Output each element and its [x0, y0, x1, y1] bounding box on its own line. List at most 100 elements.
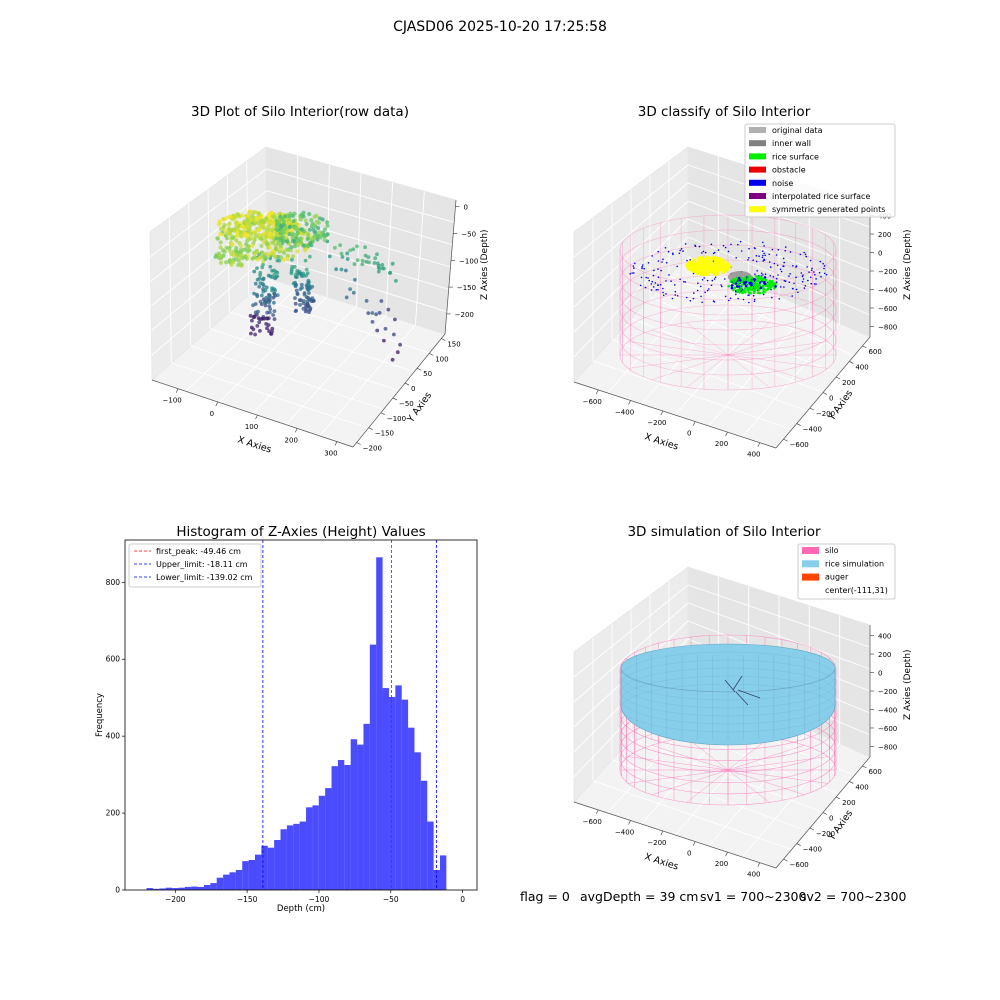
- data-point: [260, 250, 265, 255]
- data-point: [306, 280, 311, 285]
- z-tick-label: 200: [878, 651, 891, 659]
- silo-floor-spoke: [651, 769, 729, 795]
- y-tick-mark: [822, 392, 828, 395]
- noise-point: [672, 253, 674, 256]
- noise-point: [661, 261, 663, 263]
- silo-floor-spoke: [651, 330, 729, 356]
- silo-floor-spoke: [727, 330, 805, 356]
- data-point: [235, 253, 240, 258]
- noise-point: [795, 288, 798, 291]
- data-point: [285, 256, 290, 261]
- noise-point: [701, 252, 703, 254]
- histogram-bar: [159, 888, 166, 890]
- noise-point: [825, 273, 828, 276]
- figure-suptitle: CJASD06 2025-10-20 17:25:58: [393, 19, 607, 35]
- z-tick-label: −200: [878, 688, 897, 696]
- data-point: [245, 249, 250, 254]
- data-point: [313, 230, 318, 235]
- status-flag: flag = 0: [520, 889, 570, 904]
- histogram-bar: [325, 788, 332, 890]
- noise-point: [792, 288, 794, 290]
- histogram-bar: [235, 870, 243, 890]
- z-tick-label: −600: [878, 725, 897, 733]
- noise-point: [631, 272, 633, 274]
- status-sv2: sv2 = 700~2300: [800, 889, 907, 904]
- noise-point: [657, 268, 659, 270]
- data-point: [213, 254, 218, 259]
- noise-point: [648, 279, 650, 282]
- noise-point: [639, 284, 642, 287]
- data-point: [275, 225, 280, 230]
- noise-point: [797, 291, 799, 294]
- noise-point: [641, 264, 644, 266]
- z-tick-label: 0: [463, 204, 467, 212]
- noise-point: [748, 301, 750, 304]
- data-point: [345, 251, 350, 256]
- noise-point: [788, 281, 791, 284]
- y-tick-mark: [356, 442, 361, 445]
- data-point: [388, 271, 392, 275]
- data-point: [227, 221, 232, 226]
- histogram-bar: [248, 860, 255, 890]
- noise-point: [803, 287, 806, 289]
- noise-point: [662, 294, 665, 297]
- data-point: [268, 298, 272, 303]
- y-tick-label: 200: [842, 379, 855, 387]
- data-point: [222, 222, 227, 228]
- noise-point: [773, 262, 776, 265]
- noise-point: [657, 288, 659, 291]
- data-point: [234, 246, 239, 251]
- noise-point: [706, 289, 709, 292]
- noise-point: [645, 276, 647, 279]
- histogram-bar: [401, 699, 409, 890]
- noise-point: [657, 250, 659, 253]
- data-point: [264, 234, 269, 239]
- data-point: [289, 267, 294, 272]
- data-point: [272, 273, 276, 277]
- data-point: [315, 237, 320, 242]
- data-point: [289, 271, 294, 276]
- x-tick-mark: [294, 428, 298, 433]
- silo-floor-spoke: [727, 341, 828, 356]
- data-point: [245, 238, 250, 244]
- symmetric-point: [703, 270, 707, 274]
- data-point: [281, 250, 287, 255]
- classify-x-label: X Axies: [643, 431, 680, 452]
- data-point: [255, 220, 260, 226]
- silo-floor-spoke: [727, 769, 805, 795]
- histogram-axes-frame: [124, 539, 478, 891]
- noise-point: [795, 266, 797, 268]
- z-tick-label: 0: [878, 670, 882, 678]
- rice-mesh-ring: [620, 667, 836, 717]
- rice-surface-point: [736, 289, 739, 292]
- rice-surface-point: [743, 277, 747, 281]
- silo-ring: [619, 214, 837, 286]
- noise-point: [724, 295, 727, 298]
- x-tick-label: 0: [210, 410, 214, 418]
- x-tick-mark: [660, 830, 664, 836]
- noise-point: [823, 267, 825, 270]
- data-point: [244, 213, 249, 218]
- noise-point: [713, 278, 716, 280]
- noise-point: [665, 293, 667, 295]
- noise-point: [764, 254, 766, 257]
- data-point: [305, 271, 310, 276]
- symmetric-point: [691, 258, 696, 262]
- x-tick-label: −200: [647, 419, 666, 427]
- y-tick-label: 400: [855, 363, 868, 371]
- x-tick-mark: [255, 415, 258, 420]
- data-point: [272, 309, 277, 313]
- silo-floor-spoke: [727, 354, 805, 380]
- data-point: [307, 291, 311, 295]
- noise-point: [701, 301, 703, 304]
- data-point: [352, 262, 357, 266]
- legend-label: interpolated rice surface: [772, 192, 870, 201]
- data-point: [290, 232, 295, 237]
- z-tick-label: −150: [457, 284, 476, 292]
- data-point: [393, 317, 397, 322]
- data-point: [261, 282, 265, 286]
- noise-point: [682, 250, 684, 252]
- rice-surface-point: [733, 286, 736, 290]
- raw-scatter-panel: 3D Plot of Silo Interior(row data) −1000…: [149, 104, 490, 458]
